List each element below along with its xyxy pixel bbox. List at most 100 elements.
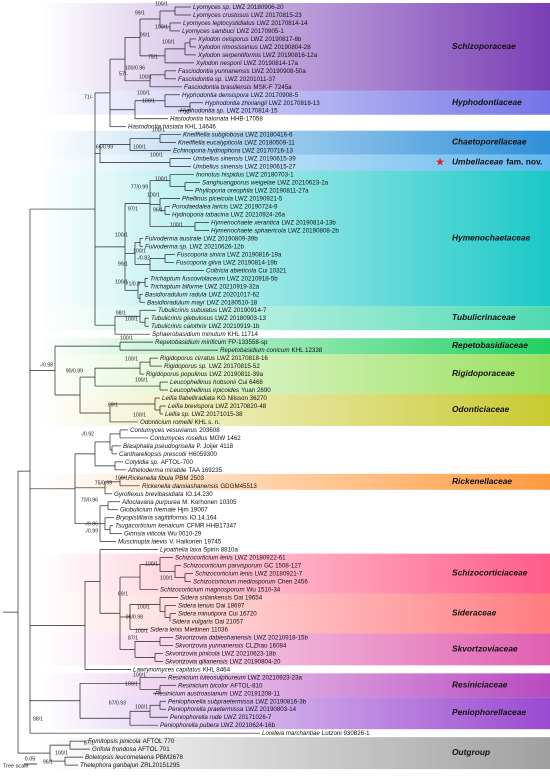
- taxon-label: Rickenella danxiashanensis GDGM45513: [142, 482, 257, 489]
- taxon-name: Resinicium austroasianum: [155, 690, 228, 697]
- taxon-voucher: LWZ 20210918-15b: [254, 634, 309, 641]
- taxon-name: Phellinus piceicola: [182, 195, 233, 202]
- taxon-voucher: AFTOL-810: [230, 682, 263, 689]
- taxon-name: Xylodon rimosissimus: [197, 44, 258, 51]
- taxon-label: Skvortzovia qilianensis LWZ 20190804-20: [165, 658, 281, 665]
- taxon-name: Tsugacorticium kenaicum: [115, 522, 185, 529]
- taxon-name: Rickenella danxiashanensis: [142, 482, 218, 489]
- support-value: 100/1: [150, 152, 163, 158]
- taxon-name: Porodaedalea laricis: [172, 203, 228, 210]
- family-name: Hymenochaetaceae: [452, 233, 531, 243]
- taxon-label: Schizocorticium lenis LWZ 20180922-61: [175, 554, 286, 561]
- support-value: 99/1: [140, 32, 150, 38]
- support-value: 100/1: [147, 192, 160, 198]
- taxon-voucher: CFMR HHB17347: [187, 522, 237, 529]
- taxon-label: Skvortzovia yunnanensis CLZhao 16084: [175, 642, 287, 649]
- taxon-name: Umbellus sinensis: [193, 163, 243, 170]
- taxon-name: Sidera vulgaris: [172, 618, 213, 625]
- taxon-voucher: Cui 6468: [238, 379, 263, 386]
- taxon-name: Contumyces rosellus: [150, 435, 207, 442]
- support-value: 100/1: [133, 248, 146, 254]
- family-name: Hyphodontiaceae: [452, 97, 522, 107]
- taxon-label: Phylloporia oreophila LWZ 20190811-27a: [195, 187, 309, 194]
- family-name: Skvortzoviaceae: [452, 644, 518, 654]
- family-label: Peniophorellaceae: [452, 707, 526, 717]
- taxon-label: Grifola frondosa AFTOL 701: [92, 746, 170, 753]
- taxon-label: Fulvoderma australe LWZ 20190809-39b: [145, 235, 258, 242]
- family-label: Repetobasidiaceae: [452, 340, 528, 350]
- taxon-voucher: LWZ 20170905-1: [237, 28, 285, 35]
- taxon-label: Fasciodontia yunnanensis LWZ 20190908-50a: [178, 67, 306, 74]
- family-name: Resiniciaceae: [452, 680, 508, 690]
- family-name: Rickenellaceae: [452, 476, 512, 486]
- support-value: 65/0.99: [96, 144, 113, 150]
- taxon-voucher: HHB-17058: [230, 115, 263, 122]
- taxon-label: Hastodontia hastata KHL 14646: [128, 123, 216, 130]
- taxon-name: Inonotus hispidus: [196, 171, 244, 178]
- support-value: -/0.98: [40, 362, 53, 368]
- family-band: [40, 473, 550, 490]
- support-value: 57/-: [119, 71, 128, 77]
- taxon-name: Rickenella fibula: [128, 474, 174, 481]
- taxon-label: Tubulicrinis calothrix LWZ 20210919-1b: [151, 323, 260, 330]
- support-value: 75/1: [148, 54, 158, 60]
- taxon-label: Lyoathelia laxa Spirin 8810a: [160, 546, 238, 553]
- taxon-label: Leucophellinus hobsonii Cui 6468: [170, 379, 263, 386]
- taxon-name: Cotylidia sp.: [125, 459, 159, 466]
- taxon-voucher: Dai 21057: [215, 618, 244, 625]
- family-label: Tubulicrinaceae: [452, 312, 516, 322]
- support-value: 100/1: [133, 672, 146, 678]
- taxon-label: Umbellus sinensis LWZ 20190615-39: [193, 155, 296, 162]
- taxon-label: Sanghuangporus weigelae LWZ 20210623-2a: [202, 179, 329, 186]
- taxon-label: Xylodon nesporii LWZ 20190814-17a: [195, 60, 299, 67]
- taxon-label: Tubulicrinis subulatus LWZ 20190914-7: [158, 307, 267, 314]
- family-label: Resiniciaceae: [452, 680, 508, 690]
- taxon-label: Fuscoporia sinica LWZ 20190816-19a: [177, 251, 282, 258]
- taxon-voucher: TAA 169235: [188, 466, 222, 473]
- taxon-name: Loreleia marchantiae: [262, 730, 320, 737]
- support-value: -/0.92: [81, 431, 94, 437]
- support-value: 69/1: [118, 591, 128, 597]
- taxon-name: Tubulicrinis glebulosus: [151, 315, 213, 322]
- family-band: [40, 553, 550, 594]
- taxon-name: Schizocorticium magnosporum: [160, 586, 245, 593]
- support-value: 100/1: [125, 681, 138, 687]
- support-value: 99/1: [118, 261, 128, 267]
- family-band: [40, 737, 550, 770]
- support-value: 100/1: [145, 561, 158, 567]
- taxon-label: Basidioradulum radula LWZ 20201017-62: [145, 291, 260, 298]
- support-value: 100/1: [55, 750, 68, 756]
- taxon-voucher: CLZhao 16084: [245, 642, 286, 649]
- taxon-label: Schizocorticium magnosporum Wu 1510-34: [160, 586, 281, 593]
- support-value: 100/1: [155, 24, 168, 30]
- taxon-voucher: LWZ 20201017-62: [209, 291, 260, 298]
- family-label: Hyphodontiaceae: [452, 97, 522, 107]
- support-value: 87/1: [84, 740, 94, 746]
- family-name: Sideraceae: [452, 608, 497, 618]
- taxon-name: Gyroflexus brevibasidiata: [114, 490, 184, 497]
- taxon-voucher: LWZ 20170814-14: [257, 20, 308, 27]
- taxon-voucher: LWZ 20190814-19b: [223, 259, 278, 266]
- taxon-voucher: GC 1508-127: [264, 562, 302, 569]
- support-value: 67/0.93: [109, 700, 126, 706]
- taxon-label: Xylodon serpentiformis LWZ 20190816-12a: [197, 52, 318, 59]
- support-value: 100/1: [133, 412, 146, 418]
- taxon-name: Basidioradulum radula: [145, 291, 207, 298]
- taxon-voucher: PBM2678: [156, 754, 184, 761]
- taxon-voucher: Miettinen 11036: [184, 626, 228, 633]
- taxon-label: Odonticium romellii KHL s. n.: [140, 419, 220, 426]
- branches: [3, 6, 260, 766]
- taxon-voucher: LWZ 20201011-37: [225, 75, 276, 82]
- support-value: 100/1: [135, 704, 148, 710]
- family-band: [40, 354, 550, 395]
- taxon-voucher: LWZ 20190615-27: [245, 163, 296, 170]
- taxon-voucher: AFTOL 770: [143, 738, 175, 745]
- taxon-voucher: LWZ 20191208-11: [230, 690, 281, 697]
- taxon-name: Leifia flabelliradiata: [162, 395, 216, 402]
- taxon-name: Alloclavaria purpurea: [121, 498, 181, 505]
- labels: Schizoporaceae Hyphodontiaceae Chaetoporel…: [33, 1, 542, 768]
- taxon-name: Fuscoporia gilva: [176, 259, 222, 266]
- taxon-name: Skvortzovia pinicola: [165, 650, 220, 657]
- taxon-label: Fasciodontia brasiliensis MSK-F 7245a: [184, 83, 292, 90]
